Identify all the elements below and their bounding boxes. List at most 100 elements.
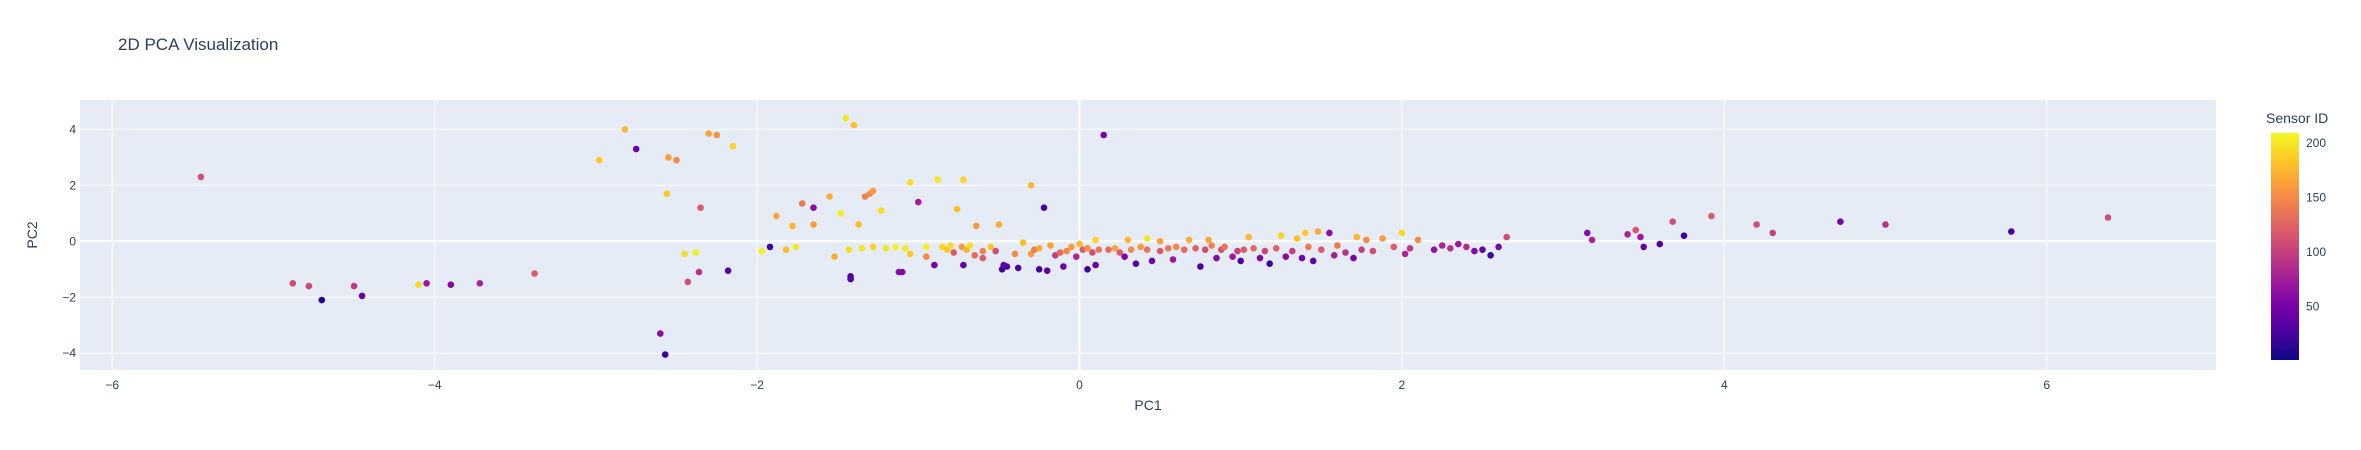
- data-point: [947, 242, 954, 249]
- data-point: [758, 247, 766, 255]
- data-point: [684, 278, 692, 286]
- y-tick-label: 0: [69, 234, 76, 248]
- y-axis-ticks: −4 −2 0 2 4: [62, 122, 76, 360]
- data-point: [1027, 182, 1035, 189]
- x-tick-label: −6: [105, 378, 119, 392]
- data-point: [923, 243, 930, 251]
- data-point: [906, 250, 914, 258]
- data-point: [1043, 267, 1051, 275]
- data-point: [1089, 249, 1096, 256]
- data-point: [1471, 247, 1478, 255]
- data-point: [923, 253, 930, 260]
- data-point: [1156, 238, 1164, 245]
- data-point: [966, 242, 974, 249]
- data-point: [831, 253, 838, 260]
- data-point: [663, 190, 671, 197]
- data-point: [1495, 243, 1502, 251]
- data-point: [766, 243, 774, 251]
- data-point: [950, 249, 957, 256]
- data-point: [1201, 246, 1209, 253]
- data-point: [1334, 242, 1341, 249]
- data-point: [858, 245, 866, 252]
- data-point: [1447, 245, 1454, 252]
- data-point: [1116, 249, 1124, 256]
- data-point: [1837, 218, 1844, 225]
- data-point: [705, 130, 712, 137]
- data-point: [1197, 263, 1204, 270]
- data-point: [992, 247, 999, 255]
- data-point: [826, 193, 833, 200]
- data-point: [1309, 257, 1317, 265]
- data-point: [1040, 204, 1048, 211]
- data-point: [861, 193, 869, 200]
- data-point: [847, 275, 854, 283]
- colorbar-gradient: [2271, 133, 2299, 360]
- data-point: [681, 250, 688, 258]
- data-point: [1052, 252, 1059, 259]
- data-point: [934, 176, 941, 183]
- data-point: [713, 131, 721, 139]
- data-point: [1753, 221, 1760, 228]
- data-point: [1503, 233, 1510, 241]
- data-point: [1289, 247, 1296, 255]
- data-point: [1414, 236, 1422, 244]
- data-point: [1092, 261, 1099, 269]
- data-point: [1156, 247, 1164, 255]
- y-axis-title: PC2: [24, 221, 40, 248]
- data-point: [973, 222, 980, 230]
- data-point: [1100, 131, 1107, 139]
- data-point: [1234, 247, 1241, 255]
- data-point: [939, 243, 946, 251]
- data-point: [953, 205, 961, 213]
- data-point: [423, 280, 430, 287]
- data-point: [697, 204, 704, 211]
- data-point: [661, 351, 669, 358]
- data-point: [350, 282, 358, 290]
- data-point: [1277, 232, 1285, 239]
- data-point: [305, 282, 313, 290]
- data-point: [1769, 229, 1776, 237]
- data-point: [358, 292, 366, 300]
- data-point: [1293, 235, 1301, 242]
- data-point: [1011, 250, 1019, 258]
- data-point: [1192, 245, 1199, 252]
- data-point: [1185, 236, 1193, 244]
- data-point: [902, 245, 909, 252]
- data-point: [845, 246, 853, 253]
- data-point: [1019, 239, 1027, 246]
- data-point: [773, 212, 780, 220]
- data-point: [1092, 236, 1099, 244]
- data-point: [1164, 245, 1172, 252]
- data-point: [1143, 246, 1151, 253]
- data-point: [1137, 243, 1144, 251]
- data-point: [1680, 232, 1688, 239]
- data-point: [1624, 231, 1631, 238]
- data-point: [915, 198, 922, 206]
- data-point: [1369, 247, 1377, 255]
- x-axis-ticks: −6 −4 −2 0 2 4 6: [105, 378, 2050, 392]
- colorbar-ticks: 50 100 150 200: [2306, 136, 2326, 314]
- data-point: [289, 280, 297, 287]
- data-point: [987, 243, 995, 251]
- data-point: [1266, 260, 1273, 268]
- data-point: [810, 204, 817, 211]
- data-point: [1588, 236, 1596, 244]
- data-point: [621, 126, 629, 133]
- data-point: [1438, 242, 1446, 249]
- data-point: [1430, 246, 1438, 253]
- data-point: [1213, 254, 1220, 262]
- data-point: [1353, 233, 1361, 241]
- data-point: [842, 114, 849, 122]
- data-point: [789, 222, 796, 230]
- data-point: [798, 200, 806, 207]
- data-point: [1637, 233, 1644, 241]
- x-tick-label: 6: [2043, 378, 2050, 392]
- data-point: [1076, 240, 1083, 248]
- data-point: [1084, 266, 1091, 273]
- data-point: [1640, 243, 1647, 251]
- data-point: [810, 221, 817, 228]
- data-point: [595, 156, 603, 164]
- data-point: [1363, 236, 1370, 244]
- data-point: [729, 142, 737, 150]
